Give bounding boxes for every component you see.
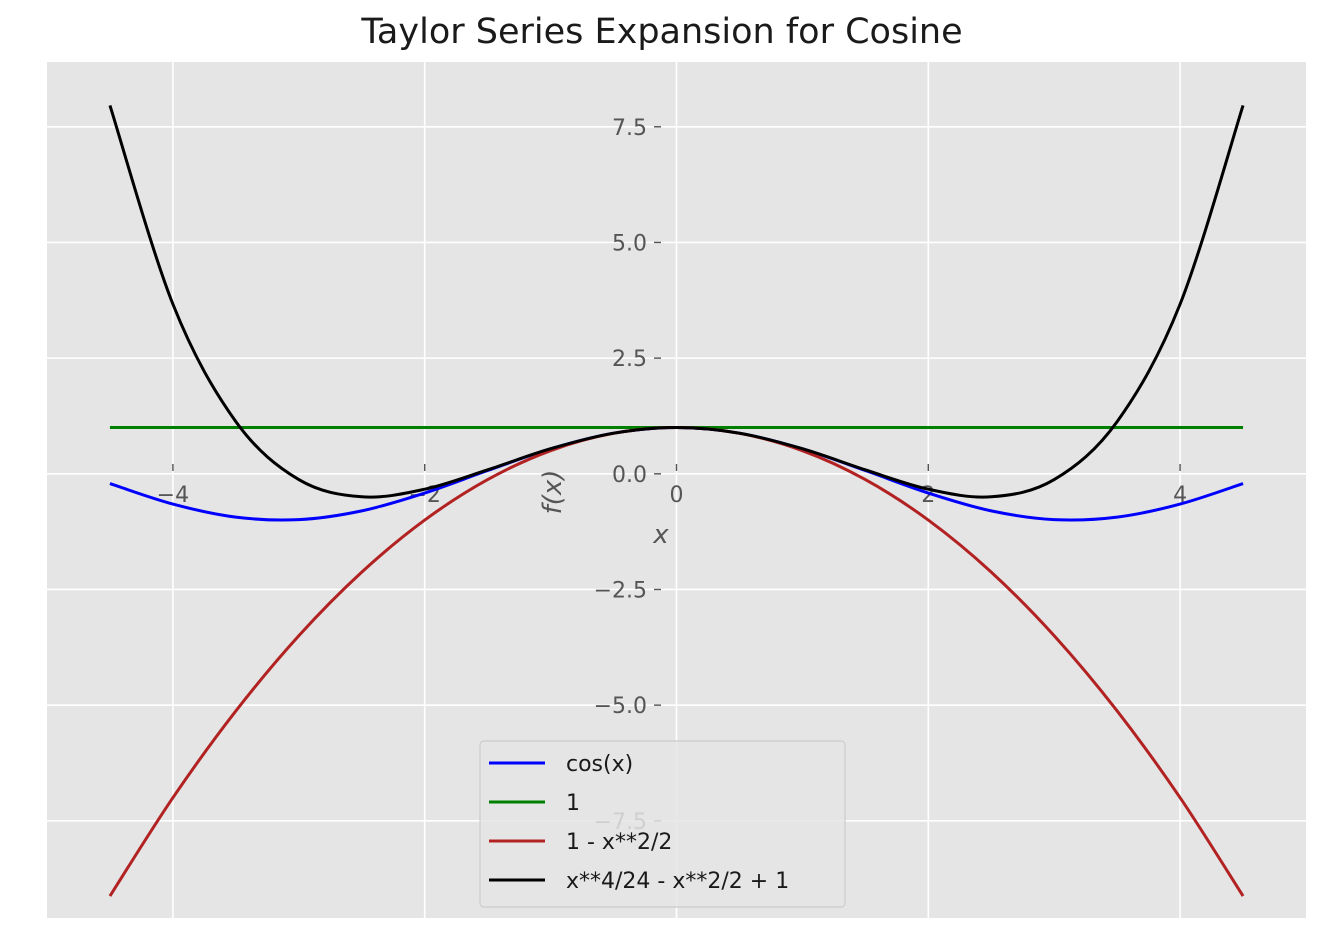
y-tick-label: 5.0 xyxy=(612,231,647,256)
series-lines xyxy=(108,104,1245,897)
legend-label: cos(x) xyxy=(566,752,633,777)
y-tick-label: 2.5 xyxy=(612,347,647,372)
series-line-x-4-24-x-2-2-1 xyxy=(108,104,1245,499)
y-tick-label: 0.0 xyxy=(612,463,647,488)
legend-box xyxy=(479,740,846,908)
y-tick-label: −2.5 xyxy=(594,578,647,603)
legend-label: x**4/24 - x**2/2 + 1 xyxy=(566,869,789,894)
chart-title: Taylor Series Expansion for Cosine xyxy=(361,12,963,52)
legend-label: 1 xyxy=(566,791,580,816)
y-tick-label: 7.5 xyxy=(612,116,647,141)
x-tick-label: 0 xyxy=(670,483,684,508)
legend-label: 1 - x**2/2 xyxy=(566,830,672,855)
legend: cos(x) 1 1 - x**2/2 x**4/24 - x**2/2 + 1 xyxy=(479,740,846,908)
y-axis-label: f(x) xyxy=(538,470,568,515)
x-axis-label: x xyxy=(652,520,669,550)
y-tick-label: −5.0 xyxy=(594,694,647,719)
